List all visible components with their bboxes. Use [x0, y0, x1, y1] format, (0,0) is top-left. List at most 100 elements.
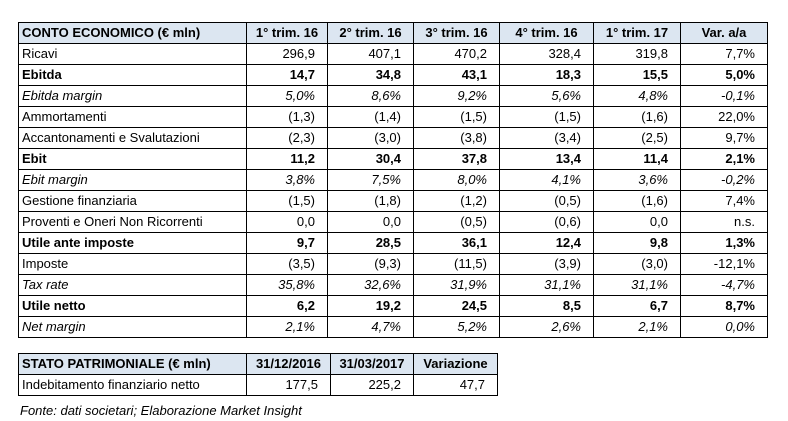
- row-label: Ammortamenti: [18, 106, 247, 128]
- value-cell: (1,4): [327, 106, 414, 128]
- value-cell: (3,4): [499, 127, 594, 149]
- value-cell: (9,3): [327, 253, 414, 275]
- value-cell: -0,1%: [680, 85, 768, 107]
- value-cell: 4,1%: [499, 169, 594, 191]
- value-cell: 7,7%: [680, 43, 768, 65]
- value-cell: 328,4: [499, 43, 594, 65]
- header-cell: 31/03/2017: [330, 353, 414, 375]
- row-label: Utile ante imposte: [18, 232, 247, 254]
- header-cell: Var. a/a: [680, 22, 768, 44]
- value-cell: 7,5%: [327, 169, 414, 191]
- row-label: Ebit: [18, 148, 247, 170]
- header-cell: 4° trim. 16: [499, 22, 594, 44]
- value-cell: 31,1%: [499, 274, 594, 296]
- value-cell: 4,7%: [327, 316, 414, 338]
- table-row: Utile ante imposte 9,7 28,5 36,1 12,4 9,8 1,3%: [18, 232, 768, 254]
- row-label: Proventi e Oneri Non Ricorrenti: [18, 211, 247, 233]
- value-cell: (3,9): [499, 253, 594, 275]
- value-cell: (1,2): [413, 190, 500, 212]
- value-cell: 9,7: [246, 232, 328, 254]
- table-row: Accantonamenti e Svalutazioni (2,3) (3,0) (…: [18, 127, 768, 149]
- header-cell: 3° trim. 16: [413, 22, 500, 44]
- value-cell: 13,4: [499, 148, 594, 170]
- value-cell: 30,4: [327, 148, 414, 170]
- value-cell: 6,2: [246, 295, 328, 317]
- table-row: Net margin 2,1% 4,7% 5,2% 2,6% 2,1% 0,0%: [18, 316, 768, 338]
- value-cell: (1,5): [499, 106, 594, 128]
- value-cell: (3,0): [593, 253, 681, 275]
- value-cell: 8,6%: [327, 85, 414, 107]
- value-cell: -12,1%: [680, 253, 768, 275]
- income-table: CONTO ECONOMICO (€ mln) 1° trim. 16 2° tri…: [18, 22, 768, 338]
- header-row: STATO PATRIMONIALE (€ mln) 31/12/2016 31/0…: [18, 353, 498, 375]
- value-cell: (1,6): [593, 106, 681, 128]
- header-cell: 1° trim. 17: [593, 22, 681, 44]
- table-row: Imposte (3,5) (9,3) (11,5) (3,9) (3,0) -12,1%: [18, 253, 768, 275]
- source-note: Fonte: dati societari; Elaborazione Mark…: [20, 403, 302, 418]
- value-cell: 6,7: [593, 295, 681, 317]
- row-label: Utile netto: [18, 295, 247, 317]
- value-cell: 470,2: [413, 43, 500, 65]
- value-cell: (1,5): [413, 106, 500, 128]
- value-cell: 18,3: [499, 64, 594, 86]
- value-cell: 0,0: [593, 211, 681, 233]
- header-cell: 31/12/2016: [246, 353, 331, 375]
- value-cell: (0,6): [499, 211, 594, 233]
- value-cell: 31,1%: [593, 274, 681, 296]
- value-cell: 2,1%: [246, 316, 328, 338]
- value-cell: 8,7%: [680, 295, 768, 317]
- value-cell: 0,0: [327, 211, 414, 233]
- row-label: Imposte: [18, 253, 247, 275]
- value-cell: 22,0%: [680, 106, 768, 128]
- row-label: Indebitamento finanziario netto: [18, 374, 247, 396]
- value-cell: 37,8: [413, 148, 500, 170]
- header-cell: STATO PATRIMONIALE (€ mln): [18, 353, 247, 375]
- value-cell: 19,2: [327, 295, 414, 317]
- value-cell: 407,1: [327, 43, 414, 65]
- value-cell: 177,5: [246, 374, 331, 396]
- value-cell: 225,2: [330, 374, 414, 396]
- row-label: Tax rate: [18, 274, 247, 296]
- value-cell: (11,5): [413, 253, 500, 275]
- table-row: Ebitda margin 5,0% 8,6% 9,2% 5,6% 4,8% -0,1%: [18, 85, 768, 107]
- value-cell: 8,0%: [413, 169, 500, 191]
- value-cell: 24,5: [413, 295, 500, 317]
- value-cell: (1,3): [246, 106, 328, 128]
- value-cell: (0,5): [499, 190, 594, 212]
- value-cell: -4,7%: [680, 274, 768, 296]
- row-label: Gestione finanziaria: [18, 190, 247, 212]
- table-row: Ammortamenti (1,3) (1,4) (1,5) (1,5) (1,6) 22,…: [18, 106, 768, 128]
- value-cell: (1,6): [593, 190, 681, 212]
- value-cell: -0,2%: [680, 169, 768, 191]
- value-cell: (2,5): [593, 127, 681, 149]
- value-cell: 43,1: [413, 64, 500, 86]
- table-row: Tax rate 35,8% 32,6% 31,9% 31,1% 31,1% -4,7%: [18, 274, 768, 296]
- row-label: Accantonamenti e Svalutazioni: [18, 127, 247, 149]
- value-cell: 3,8%: [246, 169, 328, 191]
- value-cell: 4,8%: [593, 85, 681, 107]
- value-cell: 1,3%: [680, 232, 768, 254]
- value-cell: 296,9: [246, 43, 328, 65]
- header-cell: 1° trim. 16: [246, 22, 328, 44]
- value-cell: 5,0%: [246, 85, 328, 107]
- value-cell: 9,2%: [413, 85, 500, 107]
- value-cell: 5,6%: [499, 85, 594, 107]
- header-cell: 2° trim. 16: [327, 22, 414, 44]
- value-cell: (2,3): [246, 127, 328, 149]
- table-row: Indebitamento finanziario netto 177,5 225,…: [18, 374, 498, 396]
- row-label: Net margin: [18, 316, 247, 338]
- value-cell: 35,8%: [246, 274, 328, 296]
- value-cell: 319,8: [593, 43, 681, 65]
- value-cell: 9,8: [593, 232, 681, 254]
- value-cell: 47,7: [413, 374, 498, 396]
- row-label: Ebitda: [18, 64, 247, 86]
- value-cell: 0,0%: [680, 316, 768, 338]
- table-row: Gestione finanziaria (1,5) (1,8) (1,2) (0,5)…: [18, 190, 768, 212]
- balance-table: STATO PATRIMONIALE (€ mln) 31/12/2016 31/0…: [18, 353, 498, 396]
- value-cell: 2,1%: [593, 316, 681, 338]
- table-row: Ricavi 296,9 407,1 470,2 328,4 319,8 7,7%: [18, 43, 768, 65]
- value-cell: (3,5): [246, 253, 328, 275]
- value-cell: 2,1%: [680, 148, 768, 170]
- value-cell: (3,0): [327, 127, 414, 149]
